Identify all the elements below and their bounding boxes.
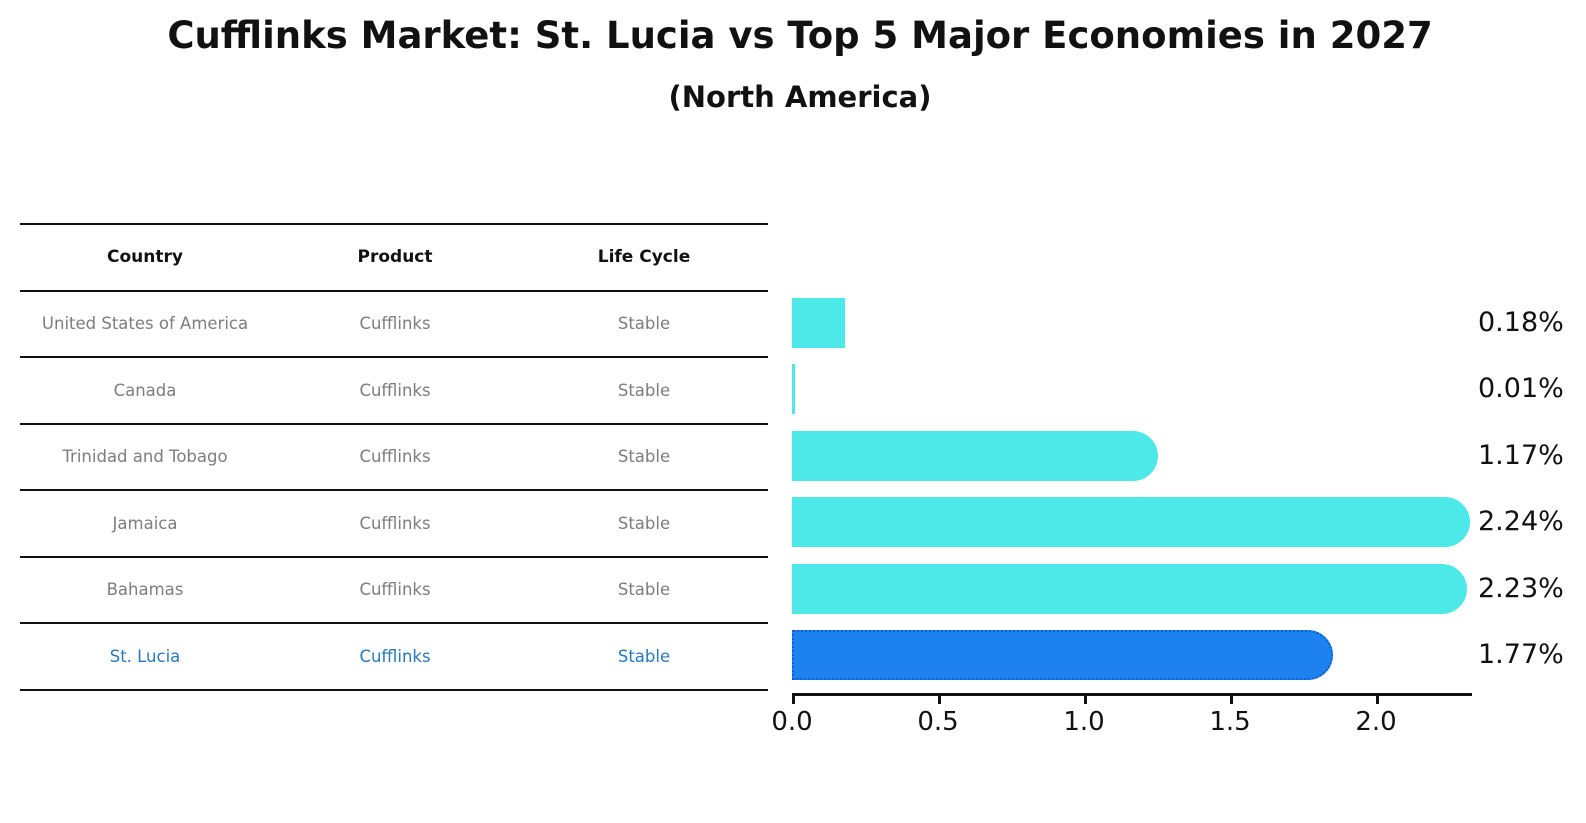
- cell-life-cycle: Stable: [617, 447, 671, 467]
- x-tick-mark: [792, 695, 795, 704]
- column-header-product: Product: [357, 247, 433, 268]
- cell-product: Cufflinks: [359, 380, 431, 400]
- x-tick-mark: [1230, 695, 1233, 704]
- table-row: United States of America Cufflinks Stable: [20, 289, 768, 357]
- chart-title: Cufflinks Market: St. Lucia vs Top 5 Maj…: [167, 14, 1433, 57]
- value-label: 1.77%: [1478, 639, 1564, 670]
- cell-life-cycle: Stable: [617, 513, 671, 533]
- bar: [792, 497, 1470, 547]
- x-tick-mark: [938, 695, 941, 704]
- bar: [792, 563, 1467, 614]
- cell-country: St. Lucia: [109, 646, 181, 666]
- cell-country: Bahamas: [106, 580, 184, 600]
- x-tick-mark: [1084, 695, 1087, 704]
- value-label: 2.23%: [1478, 572, 1564, 604]
- cell-product: Cufflinks: [359, 314, 431, 334]
- cell-life-cycle: Stable: [617, 314, 671, 334]
- cell-product: Cufflinks: [359, 513, 431, 533]
- value-label: 0.18%: [1478, 306, 1564, 338]
- table-row: St. Lucia Cufflinks Stable: [20, 622, 768, 689]
- x-tick-label: 0.0: [771, 707, 813, 737]
- x-axis-line: [792, 693, 1472, 696]
- column-header-life-cycle: Life Cycle: [597, 247, 691, 268]
- x-tick-label: 0.5: [917, 707, 959, 737]
- value-label: 1.17%: [1478, 439, 1564, 471]
- x-tick-label: 1.5: [1209, 707, 1251, 737]
- table-row: Trinidad and Tobago Cufflinks Stable: [20, 422, 768, 490]
- table-rows: United States of America Cufflinks Stable C…: [20, 289, 768, 689]
- x-tick-mark: [1376, 695, 1379, 704]
- bar: [792, 297, 845, 348]
- country-table: Country Product Life Cycle United States…: [20, 223, 768, 691]
- table-row: Bahamas Cufflinks Stable: [20, 555, 768, 623]
- value-label: 2.24%: [1478, 506, 1564, 537]
- cell-country: Jamaica: [112, 513, 178, 533]
- cell-life-cycle: Stable: [617, 580, 671, 600]
- table-row: Jamaica Cufflinks Stable: [20, 489, 768, 556]
- table-header-row: Country Product Life Cycle: [20, 223, 768, 290]
- cell-life-cycle: Stable: [617, 380, 671, 400]
- cell-country: Canada: [113, 380, 177, 400]
- chart-subtitle: (North America): [668, 80, 932, 114]
- bar: [792, 364, 795, 414]
- cell-product: Cufflinks: [359, 646, 431, 666]
- cell-country: Trinidad and Tobago: [62, 447, 228, 467]
- value-label: 0.01%: [1478, 373, 1564, 404]
- cell-life-cycle: Stable: [617, 646, 671, 666]
- x-tick-label: 2.0: [1355, 707, 1397, 737]
- column-header-country: Country: [107, 247, 183, 268]
- bar: [792, 430, 1158, 481]
- x-tick-label: 1.0: [1063, 707, 1105, 737]
- cell-country: United States of America: [41, 314, 249, 334]
- cell-product: Cufflinks: [359, 580, 431, 600]
- bar-highlight: [792, 630, 1333, 680]
- table-row: Canada Cufflinks Stable: [20, 356, 768, 423]
- cell-product: Cufflinks: [359, 447, 431, 467]
